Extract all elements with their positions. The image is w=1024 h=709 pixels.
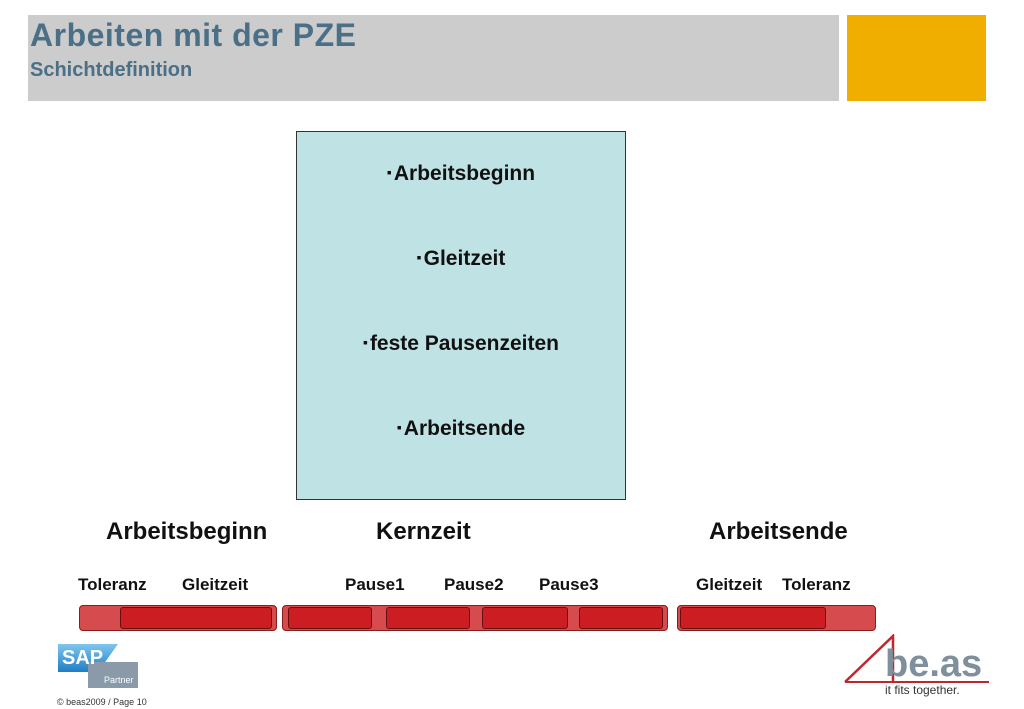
bar-gleitzeit-right <box>680 607 826 629</box>
label-arbeitsende: Arbeitsende <box>709 518 848 545</box>
label-toleranz-right: Toleranz <box>782 575 851 594</box>
bar-pause2 <box>386 607 470 629</box>
svg-text:it fits together.: it fits together. <box>885 683 960 697</box>
svg-text:SAP: SAP <box>62 647 103 669</box>
slide-title: Arbeiten mit der PZE <box>30 17 357 53</box>
info-item-gleitzeit: ▪Gleitzeit <box>416 247 506 270</box>
info-item-feste-pausenzeiten: ▪feste Pausenzeiten <box>362 332 560 355</box>
bullet-icon: ▪ <box>386 164 392 180</box>
sap-partner-logo: SAP Partner <box>58 644 138 688</box>
label-kernzeit: Kernzeit <box>376 518 471 545</box>
beas-logo: be.as it fits together. <box>844 634 989 697</box>
info-item-arbeitsende: ▪Arbeitsende <box>396 417 526 440</box>
bar-gleitzeit-left <box>120 607 272 629</box>
label-gleitzeit-right: Gleitzeit <box>696 575 763 594</box>
header-band <box>28 15 839 101</box>
label-pause2: Pause2 <box>444 575 504 594</box>
label-gleitzeit-left: Gleitzeit <box>182 575 249 594</box>
bar-pause1 <box>288 607 372 629</box>
info-item-arbeitsbeginn: ▪Arbeitsbeginn <box>386 162 536 185</box>
bar-pause3 <box>482 607 568 629</box>
label-pause1: Pause1 <box>345 575 405 594</box>
bullet-icon: ▪ <box>416 249 422 265</box>
accent-box <box>847 15 986 101</box>
svg-text:Partner: Partner <box>104 675 134 685</box>
label-arbeitsbeginn: Arbeitsbeginn <box>106 518 268 545</box>
bar-pause4 <box>579 607 663 629</box>
bullet-icon: ▪ <box>396 419 402 435</box>
svg-text:be.as: be.as <box>885 643 982 685</box>
bullet-icon: ▪ <box>362 334 368 350</box>
slide-subtitle: Schichtdefinition <box>30 59 193 81</box>
footer-copyright: © beas2009 / Page 10 <box>57 697 147 707</box>
info-box: ▪Arbeitsbeginn ▪Gleitzeit ▪feste Pausenz… <box>296 131 626 500</box>
label-pause3: Pause3 <box>539 575 599 594</box>
label-toleranz-left: Toleranz <box>78 575 147 594</box>
